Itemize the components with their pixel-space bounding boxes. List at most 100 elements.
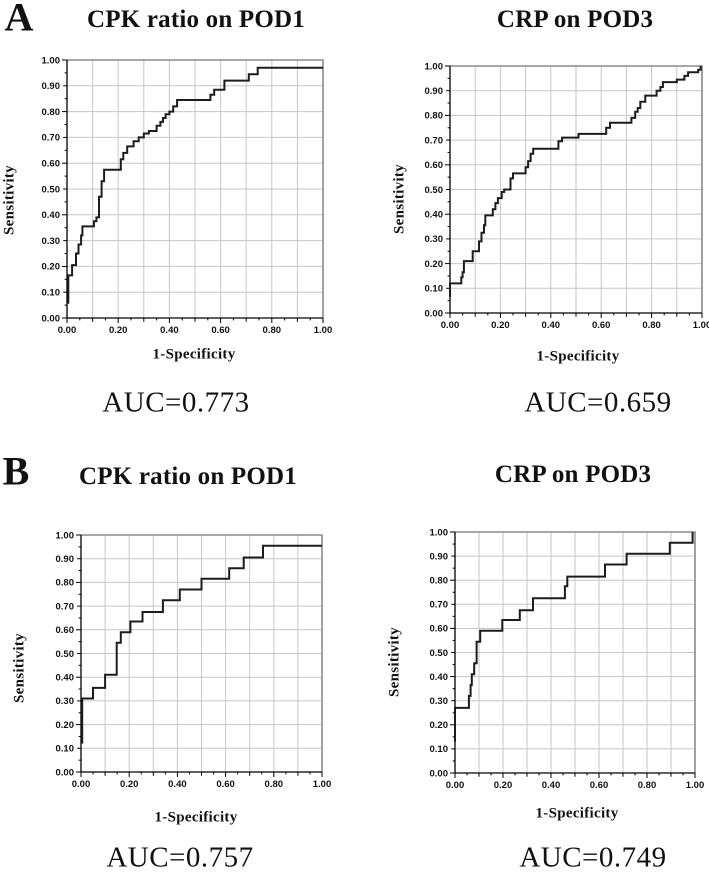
y-tick-label: 0.00 (425, 308, 444, 319)
axis-lines (449, 66, 702, 314)
y-tick-label: 0.60 (56, 625, 75, 636)
x-axis-label: 1-Specificity (154, 809, 238, 826)
y-tick-label: 0.50 (42, 184, 61, 195)
roc-chart-crp-pod3-b: 0.00 0.20 0.40 0.60 0.80 1.00 0.00 0.10 0.20 0.30… (430, 527, 705, 791)
y-tick-label: 0.10 (56, 744, 75, 755)
auc-value-label: AUC=0.757 (106, 841, 254, 874)
y-tick-label: 0.80 (42, 107, 61, 118)
auc-value-label: AUC=0.659 (524, 386, 672, 419)
axis-lines (80, 535, 322, 773)
x-tick-label: 0.20 (109, 325, 128, 336)
y-tick-label: 0.20 (425, 259, 444, 270)
axis-lines (454, 532, 695, 774)
roc-chart-crp-pod3-a: 0.00 0.20 0.40 0.60 0.80 1.00 0.00 0.10 0.20 0.30… (425, 61, 709, 331)
y-tick-label: 1.00 (56, 530, 75, 541)
x-axis-label: 1-Specificity (535, 805, 619, 822)
y-tick-label: 0.40 (42, 210, 61, 221)
x-tick-label: 0.80 (638, 780, 657, 791)
grid-lines (455, 531, 696, 773)
y-tick-label: 0.30 (56, 696, 75, 707)
x-axis-label: 1-Specificity (152, 346, 236, 363)
y-tick-label: 0.10 (425, 284, 444, 295)
plot-frame (67, 59, 324, 318)
plot-frame (455, 531, 696, 773)
axis-ticks (445, 65, 703, 318)
x-tick-label: 0.80 (642, 320, 661, 331)
tick-labels: 0.00 0.20 0.40 0.60 0.80 1.00 0.00 0.10 0.20 0.30… (42, 55, 333, 336)
x-tick-label: 0.20 (491, 320, 510, 331)
y-axis-label: Sensitivity (1, 165, 18, 235)
chart-title-crp-pod3-b: CRP on POD3 (494, 461, 652, 488)
y-tick-label: 0.00 (42, 313, 61, 324)
x-tick-label: 1.00 (314, 325, 333, 336)
x-tick-label: 0.00 (58, 325, 77, 336)
y-tick-label: 0.40 (56, 673, 75, 684)
x-tick-label: 0.20 (494, 780, 513, 791)
x-tick-label: 0.00 (72, 779, 91, 790)
x-tick-label: 0.80 (263, 325, 282, 336)
x-tick-label: 1.00 (686, 780, 705, 791)
roc-curve (454, 532, 694, 742)
x-tick-label: 0.00 (441, 320, 460, 331)
x-axis-label: 1-Specificity (536, 348, 620, 365)
chart-title-crp-pod3-a: CRP on POD3 (496, 6, 654, 33)
y-axis-label: Sensitivity (386, 627, 403, 697)
y-tick-label: 0.40 (430, 672, 449, 683)
x-tick-label: 0.60 (592, 320, 611, 331)
y-tick-label: 0.60 (425, 160, 444, 171)
y-tick-label: 0.50 (430, 648, 449, 659)
auc-value-label: AUC=0.749 (519, 841, 667, 874)
y-tick-label: 0.30 (430, 696, 449, 707)
y-tick-label: 0.90 (42, 81, 61, 92)
plot-frame (81, 534, 323, 772)
y-tick-label: 0.90 (56, 554, 75, 565)
y-tick-label: 0.50 (425, 185, 444, 196)
x-tick-label: 1.00 (313, 779, 332, 790)
y-tick-label: 0.30 (42, 236, 61, 247)
panel-letter-b: B (2, 448, 30, 494)
y-tick-label: 0.50 (56, 649, 75, 660)
y-tick-label: 0.30 (425, 234, 444, 245)
y-tick-label: 0.60 (430, 624, 449, 635)
x-tick-label: 0.40 (160, 325, 179, 336)
grid-lines (450, 65, 703, 313)
y-tick-label: 0.90 (430, 551, 449, 562)
x-tick-label: 0.60 (211, 325, 230, 336)
axis-ticks (76, 534, 323, 777)
y-tick-label: 0.10 (42, 288, 61, 299)
plot-frame (450, 65, 703, 313)
x-tick-label: 0.80 (265, 779, 284, 790)
y-tick-label: 0.20 (56, 720, 75, 731)
y-tick-label: 0.80 (56, 578, 75, 589)
y-tick-label: 0.20 (42, 262, 61, 273)
roc-curve (81, 544, 322, 744)
tick-labels: 0.00 0.20 0.40 0.60 0.80 1.00 0.00 0.10 0.20 0.30… (56, 530, 332, 790)
y-tick-label: 0.20 (430, 720, 449, 731)
y-tick-label: 0.00 (56, 767, 75, 778)
y-axis-label: Sensitivity (11, 633, 28, 703)
y-tick-label: 0.10 (430, 744, 449, 755)
auc-value-label: AUC=0.773 (102, 386, 250, 419)
x-tick-label: 0.40 (168, 779, 187, 790)
tick-labels: 0.00 0.20 0.40 0.60 0.80 1.00 0.00 0.10 0.20 0.30… (425, 61, 709, 331)
y-tick-label: 0.70 (425, 135, 444, 146)
chart-title-cpk-pod1-a: CPK ratio on POD1 (87, 6, 305, 33)
y-axis-label: Sensitivity (391, 164, 408, 234)
y-tick-label: 0.00 (430, 768, 449, 779)
x-tick-label: 0.00 (446, 780, 465, 791)
y-tick-label: 0.90 (425, 86, 444, 97)
x-tick-label: 0.40 (542, 780, 561, 791)
y-tick-label: 1.00 (42, 55, 61, 66)
panel-letter-a: A (4, 0, 34, 40)
axis-ticks (450, 531, 696, 778)
y-tick-label: 0.40 (425, 210, 444, 221)
x-tick-label: 0.60 (216, 779, 235, 790)
roc-curve (449, 66, 702, 297)
x-tick-label: 0.20 (120, 779, 139, 790)
y-tick-label: 0.70 (56, 601, 75, 612)
chart-title-cpk-pod1-b: CPK ratio on POD1 (79, 463, 297, 490)
y-tick-label: 0.60 (42, 159, 61, 170)
grid-lines (67, 59, 324, 318)
x-tick-label: 0.40 (542, 320, 561, 331)
